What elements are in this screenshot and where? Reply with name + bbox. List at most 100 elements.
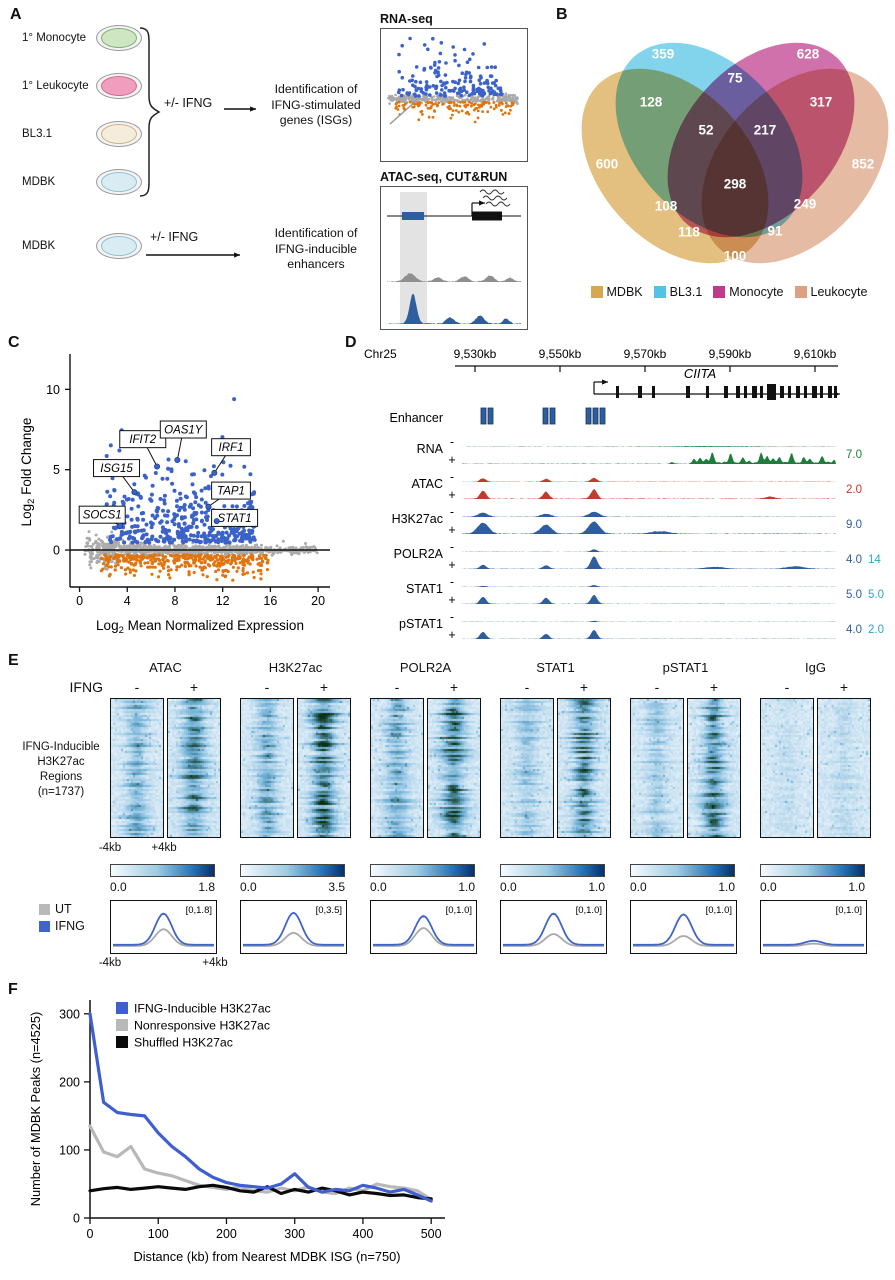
- profile-range: [0,1.8]: [186, 905, 212, 916]
- ifng-minus-label: -: [784, 679, 790, 695]
- venn-count: 359: [651, 46, 675, 62]
- heatmap-stat1-plus: [557, 698, 611, 838]
- track-scale: 4.0 14: [846, 554, 881, 566]
- brace-glyph: [139, 27, 161, 197]
- petri-dish-icon: [96, 169, 142, 195]
- minus-sign: -: [450, 540, 454, 554]
- svg-text:IFIT2: IFIT2: [129, 434, 156, 446]
- enhancer-box: [402, 212, 424, 220]
- profile-legend: UT IFNG: [39, 902, 85, 936]
- profile-plot: [0,3.5]: [243, 905, 344, 947]
- gene-model: [593, 379, 840, 400]
- legend-label: Leukocyte: [810, 285, 868, 299]
- venn-count: 298: [723, 176, 747, 192]
- profile-box: [0,1.8]: [110, 900, 217, 954]
- cell-line-row: BL3.1: [22, 120, 152, 148]
- profile-legend-item: UT: [39, 902, 85, 916]
- cell-line-label: BL3.1: [22, 128, 53, 140]
- venn-legend-item: MDBK: [590, 285, 643, 299]
- colorbar-min: 0.0: [630, 880, 647, 894]
- panel-label-f: F: [8, 981, 18, 998]
- ifng-plus-label: +: [839, 679, 849, 695]
- arrow-to-enhancers: [146, 252, 240, 258]
- plus-sign: +: [448, 488, 455, 502]
- arrow-to-isg: [224, 106, 256, 112]
- atac-plot-title: ATAC-seq, CUT&RUN: [380, 170, 508, 184]
- svg-text:12: 12: [216, 594, 230, 608]
- ifng-minus-label: -: [654, 679, 660, 695]
- downregulated-points: [99, 553, 270, 582]
- venn-legend: MDBK BL3.1 Monocyte Leukocyte: [566, 285, 892, 299]
- minus-sign: -: [450, 575, 454, 589]
- profile-range: [0,1.0]: [446, 905, 472, 916]
- series-shuffled-h3k27ac: [88, 1183, 433, 1201]
- colorbar-max: 1.0: [458, 880, 475, 894]
- minus-sign: -: [450, 610, 454, 624]
- venn-count: 100: [723, 248, 747, 264]
- svg-text:300: 300: [284, 1227, 305, 1241]
- gene-box: [472, 211, 502, 221]
- track-scale: 7.0: [846, 449, 862, 461]
- ifng-minus-label: -: [524, 679, 530, 695]
- ifng-plus-label: +: [709, 679, 719, 695]
- svg-text:ISG15: ISG15: [100, 463, 133, 475]
- legend-label: IFNG: [55, 919, 85, 933]
- colorbar: [370, 864, 475, 877]
- assay-header: STAT1: [536, 660, 575, 675]
- plus-sign: +: [448, 558, 455, 572]
- colorbar: [240, 864, 345, 877]
- mdbk-row: MDBK: [22, 232, 152, 260]
- venn-count: 317: [809, 94, 833, 110]
- colorbar-min: 0.0: [240, 880, 257, 894]
- ifng-plus-label: +: [189, 679, 199, 695]
- venn-diagram: 359 628 75 128 317 52 217 600 852 298 108 249 118 91 1…: [563, 16, 895, 284]
- enhancer-box: [542, 407, 549, 425]
- distance-line-chart: 0 100 200 300 0 100 200 300 400 500 Distance (kb) …: [28, 1000, 445, 1264]
- colorbar-max: 1.0: [848, 880, 865, 894]
- rna-seq-plot-title: RNA-seq: [380, 12, 433, 26]
- enhancer-box: [592, 407, 599, 425]
- x-axis-title: Log2 Mean Normalized Expression: [96, 618, 304, 636]
- plus-sign: +: [448, 628, 455, 642]
- cell-line-label: 1° Monocyte: [22, 32, 87, 44]
- heatmap-igg-plus: [817, 698, 871, 838]
- assay-header: POLR2A: [399, 660, 452, 675]
- legend-label: MDBK: [606, 285, 643, 299]
- heatmap-xmin: -4kb: [98, 842, 122, 854]
- genome-browser: Chr25 9,530kb 9,550kb 9,570kb 9,590kb 9,610kb…: [364, 347, 884, 642]
- colorbar: [760, 864, 865, 877]
- profile-box: [0,1.0]: [500, 900, 607, 954]
- colorbar-min: 0.0: [500, 880, 517, 894]
- svg-text:0: 0: [73, 1212, 80, 1226]
- venn-count: 249: [793, 196, 817, 212]
- cell-line-row: MDBK: [22, 168, 152, 196]
- series-ifng-inducible-h3k27ac: [88, 1012, 433, 1203]
- heatmap-h3k27ac-minus: [240, 698, 294, 838]
- venn-count: 52: [698, 122, 714, 138]
- plus-sign: +: [448, 453, 455, 467]
- track-label: pSTAT1: [399, 617, 443, 631]
- svg-text:400: 400: [353, 1227, 374, 1241]
- coordinate-tick: 9,590kb: [709, 347, 752, 361]
- track-scale: 2.0: [846, 484, 862, 496]
- ifng-plus-label: +: [319, 679, 329, 695]
- profile-box: [0,1.0]: [370, 900, 477, 954]
- svg-text:5: 5: [53, 463, 60, 477]
- heatmap-polr2a-plus: [427, 698, 481, 838]
- svg-text:OAS1Y: OAS1Y: [164, 425, 204, 437]
- ifng-minus-label: -: [394, 679, 400, 695]
- colorbar-max: 3.5: [328, 880, 345, 894]
- profile-xmax: +4kb: [202, 957, 228, 969]
- profile-plot: [0,1.0]: [373, 905, 474, 947]
- legend-swatch: [713, 286, 726, 298]
- legend-label: Nonresponsive H3K27ac: [134, 1019, 270, 1033]
- legend-label: Monocyte: [729, 285, 784, 299]
- rna-seq-mini-plot: [380, 28, 528, 162]
- enhancer-row-label: Enhancer: [389, 411, 443, 425]
- venn-count: 128: [639, 94, 663, 110]
- heatmap-igg-minus: [760, 698, 814, 838]
- venn-count: 75: [727, 70, 743, 86]
- track-label: POLR2A: [394, 547, 444, 561]
- venn-count: 91: [767, 223, 783, 239]
- svg-text:TAP1: TAP1: [217, 486, 245, 498]
